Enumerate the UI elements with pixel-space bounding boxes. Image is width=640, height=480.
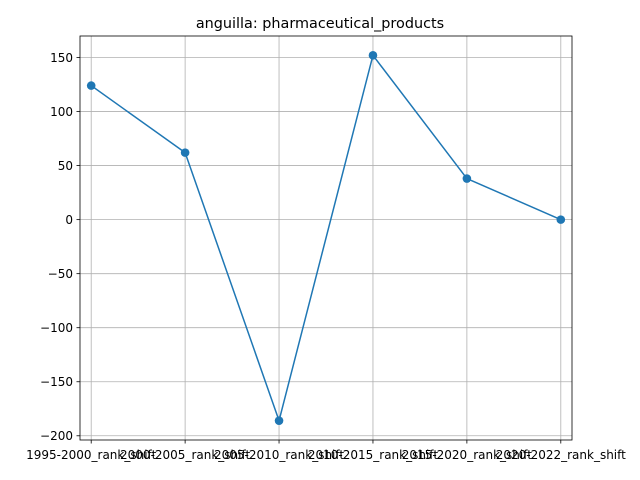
data-point [462,174,472,183]
plot-frame [79,35,573,441]
x-tick-label: 2020-2022_rank_shift [496,448,626,462]
series-line [90,54,562,422]
y-tick-label: 150 [50,51,73,65]
data-point [556,215,566,224]
data-point [368,51,378,60]
y-tick-label: 100 [50,105,73,119]
y-tick-label: 0 [65,213,73,227]
series-layer [86,51,566,425]
x-tick-label: 1995-2000_rank_shift [26,448,156,462]
y-tick-label: −150 [40,375,73,389]
data-point [180,148,190,157]
data-point [274,416,284,425]
axes: −200 −150 −100 −50 0 50 100 150 1995-2000_rank_s… [26,51,626,462]
grid [80,36,572,440]
y-tick-label: −50 [48,267,73,281]
y-tick-label: 50 [58,159,73,173]
data-point [86,81,96,90]
y-tick-label: −100 [40,321,73,335]
x-tick-label: 2015-2020_rank_shift [402,448,532,462]
x-tick-label: 2000-2005_rank_shift [120,448,250,462]
x-tick-label: 2010-2015_rank_shift [308,448,438,462]
chart-title: anguilla: pharmaceutical_products [196,16,444,32]
x-tick-label: 2005-2010_rank_shift [214,448,344,462]
y-tick-label: −200 [40,429,73,443]
